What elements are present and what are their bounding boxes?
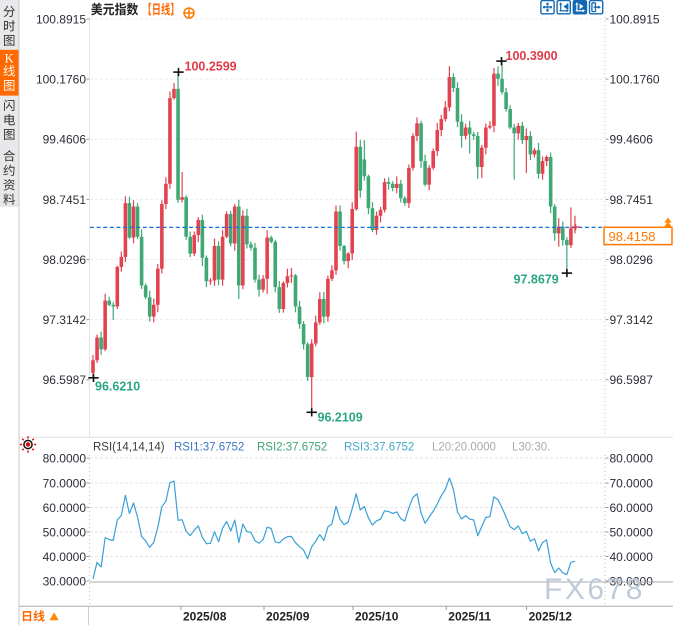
- svg-text:2025/10: 2025/10: [355, 610, 399, 624]
- svg-text:L30:30.: L30:30.: [512, 442, 550, 454]
- svg-text:96.6210: 96.6210: [95, 379, 140, 393]
- svg-text:96.5987: 96.5987: [43, 373, 87, 387]
- svg-text:60.0000: 60.0000: [610, 501, 654, 515]
- svg-text:97.8679: 97.8679: [514, 273, 559, 287]
- svg-text:2025/11: 2025/11: [448, 610, 491, 624]
- svg-text:50.0000: 50.0000: [43, 525, 87, 539]
- svg-text:80.0000: 80.0000: [610, 451, 654, 465]
- svg-text:2025/12: 2025/12: [529, 610, 573, 624]
- svg-text:100.1760: 100.1760: [36, 73, 86, 87]
- svg-text:98.0296: 98.0296: [610, 253, 654, 267]
- svg-text:70.0000: 70.0000: [610, 476, 654, 490]
- svg-text:98.4158: 98.4158: [609, 229, 656, 244]
- svg-text:60.0000: 60.0000: [43, 501, 87, 515]
- svg-text:98.7451: 98.7451: [610, 193, 654, 207]
- svg-text:40.0000: 40.0000: [610, 550, 654, 564]
- svg-text:100.2599: 100.2599: [185, 60, 237, 74]
- svg-text:RSI3:37.6752: RSI3:37.6752: [344, 442, 414, 454]
- svg-text:40.0000: 40.0000: [43, 550, 87, 564]
- svg-text:100.1760: 100.1760: [610, 73, 660, 87]
- svg-text:97.3142: 97.3142: [610, 313, 654, 327]
- svg-text:98.0296: 98.0296: [43, 253, 87, 267]
- svg-text:99.4606: 99.4606: [43, 133, 87, 147]
- svg-text:RSI2:37.6752: RSI2:37.6752: [257, 442, 327, 454]
- svg-text:2025/08: 2025/08: [183, 610, 227, 624]
- svg-text:30.0000: 30.0000: [43, 574, 87, 588]
- svg-text:RSI1:37.6752: RSI1:37.6752: [174, 442, 244, 454]
- svg-text:80.0000: 80.0000: [43, 451, 87, 465]
- svg-text:100.3900: 100.3900: [506, 49, 558, 63]
- svg-text:50.0000: 50.0000: [610, 525, 654, 539]
- svg-text:96.2109: 96.2109: [318, 410, 363, 424]
- svg-text:L20:20.0000: L20:20.0000: [432, 442, 496, 454]
- svg-text:99.4606: 99.4606: [610, 133, 654, 147]
- svg-text:97.3142: 97.3142: [43, 313, 87, 327]
- svg-text:K: K: [5, 51, 14, 65]
- svg-text:RSI(14,14,14): RSI(14,14,14): [93, 442, 165, 454]
- svg-text:96.5987: 96.5987: [610, 373, 654, 387]
- svg-text:2025/09: 2025/09: [266, 610, 310, 624]
- svg-text:98.7451: 98.7451: [43, 193, 87, 207]
- svg-text:70.0000: 70.0000: [43, 476, 87, 490]
- svg-text:100.8915: 100.8915: [36, 12, 86, 26]
- svg-text:30.0000: 30.0000: [610, 574, 654, 588]
- svg-text:FX678: FX678: [544, 573, 645, 606]
- svg-text:100.8915: 100.8915: [610, 12, 660, 26]
